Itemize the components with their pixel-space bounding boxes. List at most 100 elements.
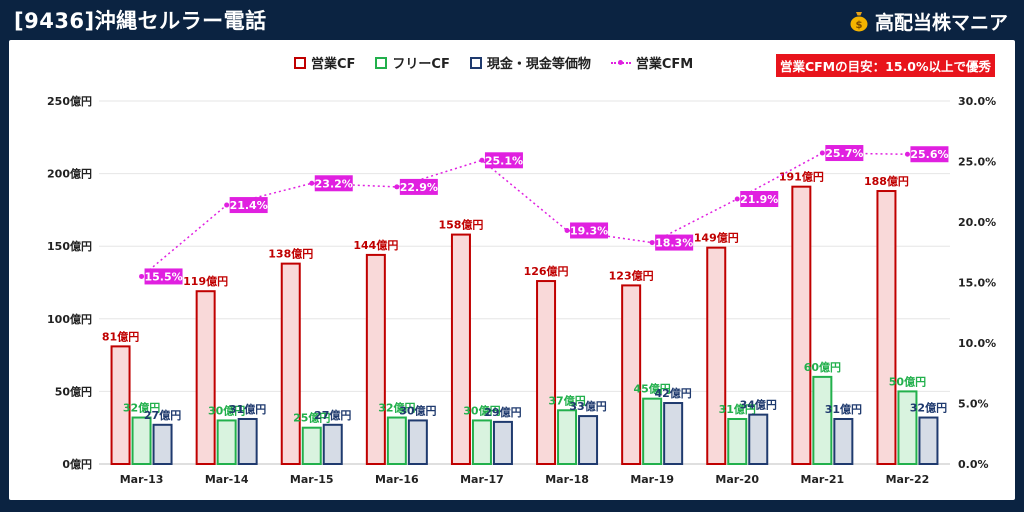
- data-label-free-cf: 37億円: [548, 393, 585, 407]
- bar-free-cf: [131, 416, 152, 466]
- data-label-op-cf: 144億円: [353, 238, 398, 252]
- y-left-tick-label: 250億円: [47, 94, 92, 108]
- cfm-label-box: [570, 222, 609, 239]
- cfm-label-box: [399, 178, 438, 195]
- cfm-data-label: 19.3%: [570, 224, 608, 237]
- legend-label-free-cf: フリーCF: [392, 57, 450, 72]
- bar-op-cf: [706, 246, 727, 465]
- bar-op-cf: [536, 280, 557, 465]
- cfm-data-label: 21.4%: [230, 199, 268, 212]
- cfm-point: [139, 273, 145, 279]
- bar-cash: [492, 420, 513, 465]
- data-label-cash: 27億円: [314, 408, 351, 422]
- cfm-point: [394, 184, 400, 190]
- data-label-op-cf: 123億円: [609, 268, 654, 282]
- bar-op-cf: [791, 185, 812, 465]
- x-tick-label: Mar-14: [205, 473, 249, 486]
- money-bag-icon: $: [850, 12, 868, 32]
- svg-text:$: $: [856, 20, 863, 31]
- legend-label-cash: 現金・現金等価物: [486, 57, 591, 72]
- legend-swatch-op-cf: [294, 56, 306, 69]
- cfm-point: [309, 180, 315, 186]
- cfm-label-box: [910, 146, 949, 163]
- x-tick-label: Mar-18: [545, 473, 589, 486]
- cfm-point: [904, 151, 910, 157]
- y-left-tick-label: 150億円: [47, 239, 92, 253]
- cfm-point: [734, 196, 740, 202]
- cfm-guideline-note: 営業CFMの目安：15.0%以上で優秀: [775, 54, 995, 77]
- data-label-op-cf: 149億円: [694, 231, 739, 245]
- data-label-cash: 31億円: [229, 402, 266, 416]
- cfm-label-box: [740, 191, 779, 208]
- cfm-label-box: [655, 234, 694, 251]
- cfm-point: [649, 240, 655, 246]
- data-label-op-cf: 119億円: [183, 274, 228, 288]
- data-label-free-cf: 50億円: [889, 374, 926, 388]
- y-right-tick-label: 25.0%: [958, 156, 996, 169]
- legend-label-cfm: 営業CFM: [635, 57, 694, 72]
- cfm-data-label: 25.6%: [910, 148, 948, 161]
- data-label-free-cf: 32億円: [378, 401, 415, 415]
- x-tick-label: Mar-21: [801, 473, 845, 486]
- data-label-cash: 32億円: [910, 401, 947, 415]
- bar-free-cf: [642, 397, 663, 465]
- bar-op-cf: [450, 233, 471, 465]
- bar-op-cf: [365, 253, 386, 465]
- bar-cash: [152, 423, 173, 465]
- data-label-cash: 30億円: [399, 403, 436, 417]
- y-right-tick-label: 30.0%: [958, 95, 996, 108]
- bar-cash: [322, 423, 343, 465]
- bar-free-cf: [812, 375, 833, 466]
- bar-op-cf: [280, 262, 301, 465]
- bar-free-cf: [216, 419, 237, 466]
- bar-free-cf: [897, 390, 918, 465]
- bar-op-cf: [195, 290, 216, 465]
- y-right-tick-label: 20.0%: [958, 216, 996, 229]
- data-label-op-cf: 191億円: [779, 170, 824, 184]
- bar-cash: [833, 417, 854, 466]
- data-label-free-cf: 45億円: [633, 382, 670, 396]
- cfm-label-box: [484, 152, 523, 169]
- legend-swatch-free-cf: [375, 56, 388, 69]
- cfm-data-label: 22.9%: [400, 181, 438, 194]
- data-label-free-cf: 30億円: [463, 403, 500, 417]
- bar-free-cf: [301, 426, 322, 466]
- y-right-tick-label: 15.0%: [958, 277, 996, 290]
- cfm-point: [564, 227, 570, 233]
- legend-item-cfm: 営業CFM: [610, 53, 694, 72]
- x-tick-label: Mar-20: [715, 473, 759, 486]
- cfm-label-box: [825, 145, 864, 162]
- data-label-op-cf: 158億円: [438, 218, 483, 232]
- data-label-op-cf: 81億円: [102, 329, 139, 343]
- y-right-tick-label: 10.0%: [958, 337, 996, 350]
- bar-free-cf: [471, 419, 492, 466]
- y-left-tick-label: 200億円: [47, 167, 92, 181]
- data-label-free-cf: 32億円: [123, 401, 160, 415]
- cfm-point: [819, 150, 825, 156]
- data-label-cash: 42億円: [654, 386, 691, 400]
- legend-swatch-cfm: [610, 59, 631, 65]
- cfm-label-box: [144, 268, 183, 285]
- y-right-tick-label: 0.0%: [958, 458, 989, 471]
- data-label-cash: 34億円: [740, 398, 777, 412]
- data-label-op-cf: 138億円: [268, 247, 313, 261]
- data-label-free-cf: 60億円: [804, 360, 841, 374]
- x-tick-label: Mar-17: [460, 473, 504, 486]
- bar-op-cf: [110, 345, 131, 465]
- data-label-cash: 29億円: [484, 405, 521, 419]
- bar-cash: [918, 416, 939, 466]
- cfm-data-label: 18.3%: [655, 237, 693, 250]
- bar-free-cf: [386, 416, 407, 466]
- data-label-free-cf: 31億円: [719, 402, 756, 416]
- brand-logo: $ 高配当株マニア: [849, 6, 1008, 36]
- cfm-line: [141, 152, 908, 278]
- bar-free-cf: [727, 417, 748, 466]
- bar-cash: [407, 419, 428, 466]
- cfm-label-box: [229, 197, 268, 214]
- page-title: [9436]沖縄セルラー電話: [14, 9, 267, 33]
- bar-op-cf: [621, 284, 642, 465]
- x-tick-label: Mar-19: [630, 473, 674, 486]
- data-label-free-cf: 25億円: [293, 411, 330, 425]
- chart-legend: 営業CF フリーCF 現金・現金等価物 営業CFM: [294, 53, 693, 72]
